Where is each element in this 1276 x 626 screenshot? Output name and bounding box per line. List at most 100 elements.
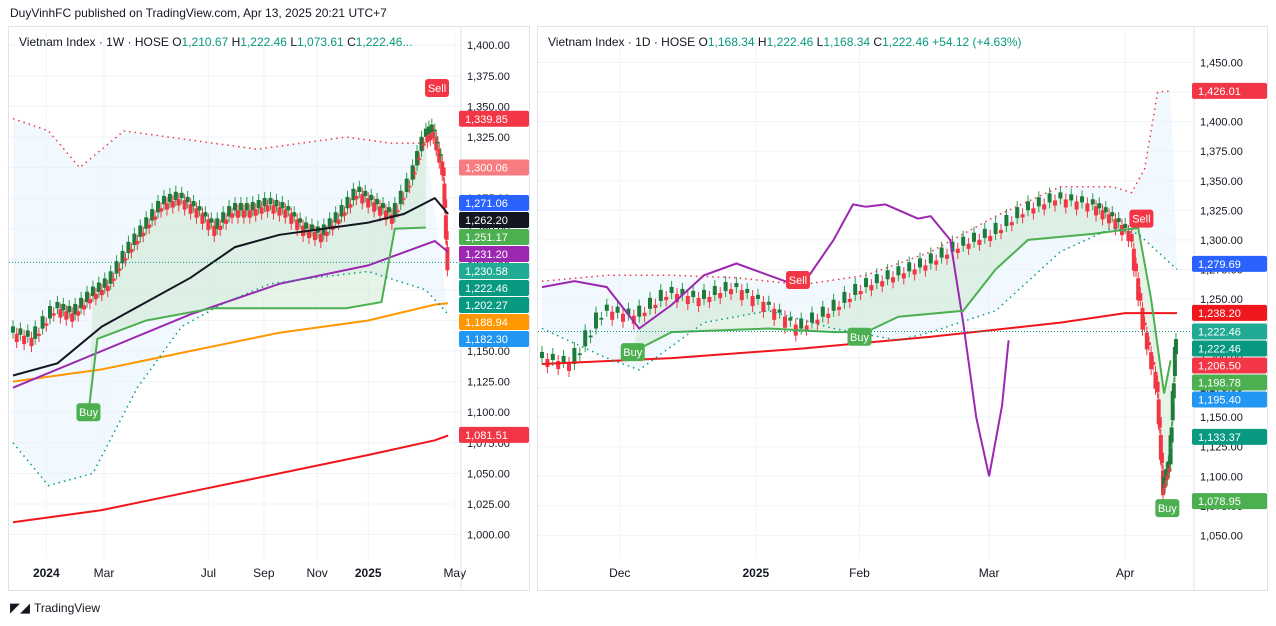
candle-body: [1146, 342, 1151, 346]
candle-body: [432, 129, 437, 132]
x-tick-label: Jul: [201, 566, 216, 580]
candle-body: [51, 313, 56, 316]
candle-body: [161, 195, 166, 205]
price-label-text: 1,198.78: [1198, 378, 1241, 390]
candle-body: [561, 355, 566, 362]
candle-body: [141, 232, 146, 237]
candle-body: [750, 296, 755, 307]
price-label-text: 1,262.20: [465, 215, 508, 227]
candle-body: [610, 311, 615, 320]
candle-body: [1159, 452, 1164, 464]
candle-body: [1173, 339, 1178, 355]
candle-body: [1058, 192, 1063, 199]
price-label-bg: [459, 330, 529, 347]
price-label-text: 1,271.06: [465, 198, 508, 210]
weekly-chart-panel[interactable]: Vietnam Index · 1W · HOSE O1,210.67 H1,2…: [8, 26, 530, 591]
price-label: 1,231.20: [459, 245, 529, 262]
symbol-label: Vietnam Index · 1W · HOSE: [19, 35, 169, 49]
y-tick-label: 1,300.00: [1200, 235, 1243, 247]
y-tick-label: 1,025.00: [467, 499, 510, 511]
sell-signal: Sell: [425, 79, 450, 98]
candle-body: [253, 209, 258, 216]
y-tick-label: 1,325.00: [467, 132, 510, 144]
candle-body: [1042, 204, 1047, 210]
candle-body: [372, 202, 377, 212]
candle-body: [438, 154, 443, 156]
y-tick-label: 1,100.00: [1200, 471, 1243, 483]
candle-body: [434, 136, 439, 151]
tradingview-logo-icon[interactable]: ◤◢: [10, 600, 30, 615]
candle-body: [756, 294, 760, 299]
candle-body: [401, 198, 406, 200]
candle-body: [443, 199, 448, 208]
candle-body: [653, 304, 658, 309]
price-label-text: 1,251.17: [465, 232, 508, 244]
candle-body: [1103, 207, 1108, 213]
price-label-bg: [1192, 304, 1267, 321]
green-line-line: [87, 226, 426, 413]
candle-body: [64, 311, 69, 320]
candle-body: [277, 207, 282, 216]
candle-body: [1063, 199, 1068, 208]
candle-body: [1162, 477, 1167, 489]
candle-body: [1004, 215, 1009, 227]
green-line-line: [632, 226, 1172, 394]
signal-badge: [1155, 499, 1180, 518]
candle-body: [108, 271, 113, 284]
candle-body: [85, 291, 89, 303]
open-value: 1,168.34: [707, 35, 755, 49]
candle-body: [648, 297, 652, 309]
candle-body: [280, 202, 285, 209]
daily-chart-panel[interactable]: Vietnam Index · 1D · HOSE O1,168.34 H1,2…: [537, 26, 1268, 591]
ma-orange-line: [12, 302, 449, 383]
signal-badge: [847, 327, 872, 346]
candle-body: [858, 291, 863, 295]
candle-body: [1171, 383, 1176, 399]
candle-body: [227, 206, 232, 217]
candle-body: [901, 273, 906, 279]
candle-body: [250, 202, 255, 211]
candle-body: [351, 188, 356, 201]
candle-body: [268, 197, 273, 205]
price-label-bg: [459, 262, 529, 279]
y-tick-label: 1,100.00: [467, 407, 510, 419]
candle-body: [265, 205, 270, 212]
price-label-text: 1,222.46: [465, 283, 508, 295]
price-label-text: 1,182.30: [465, 334, 508, 346]
candle-body: [1158, 434, 1163, 460]
buy-signal: Buy: [620, 343, 645, 362]
price-label: 1,339.85: [459, 110, 529, 127]
y-tick-label: 1,350.00: [467, 101, 510, 113]
candle-body: [783, 316, 787, 328]
candle-body: [567, 362, 571, 372]
candle-body: [982, 228, 987, 238]
y-tick-label: 1,050.00: [1200, 530, 1243, 542]
candle-body: [182, 200, 187, 210]
price-label: 1,222.46: [1192, 323, 1267, 340]
candle-body: [241, 210, 246, 218]
weekly-chart-svg[interactable]: 1,000.001,025.001,050.001,075.001,100.00…: [9, 27, 529, 590]
candle-body: [988, 235, 993, 242]
price-label-text: 1,222.46: [1198, 327, 1241, 339]
price-label-text: 1,081.51: [465, 430, 508, 442]
candle-body: [415, 151, 420, 166]
x-tick-label: Mar: [979, 566, 1000, 580]
y-tick-label: 1,350.00: [1200, 176, 1243, 188]
candle-body: [1100, 210, 1105, 220]
candle-body: [691, 290, 696, 297]
candle-body: [274, 199, 279, 207]
daily-chart-svg[interactable]: 1,050.001,075.001,100.001,125.001,150.00…: [538, 27, 1267, 590]
candle-body: [18, 328, 23, 335]
candle-body: [950, 241, 955, 252]
price-label-bg: [459, 279, 529, 296]
candle-body: [426, 126, 431, 135]
buy-signal: Buy: [847, 327, 872, 346]
candle-body: [407, 185, 412, 188]
y-tick-label: 1,400.00: [467, 40, 510, 52]
price-label-text: 1,202.27: [465, 300, 508, 312]
candle-body: [22, 335, 27, 345]
candle-body: [999, 230, 1003, 234]
price-label-bg: [459, 211, 529, 228]
candle-body: [123, 258, 128, 261]
candle-body: [977, 239, 982, 245]
